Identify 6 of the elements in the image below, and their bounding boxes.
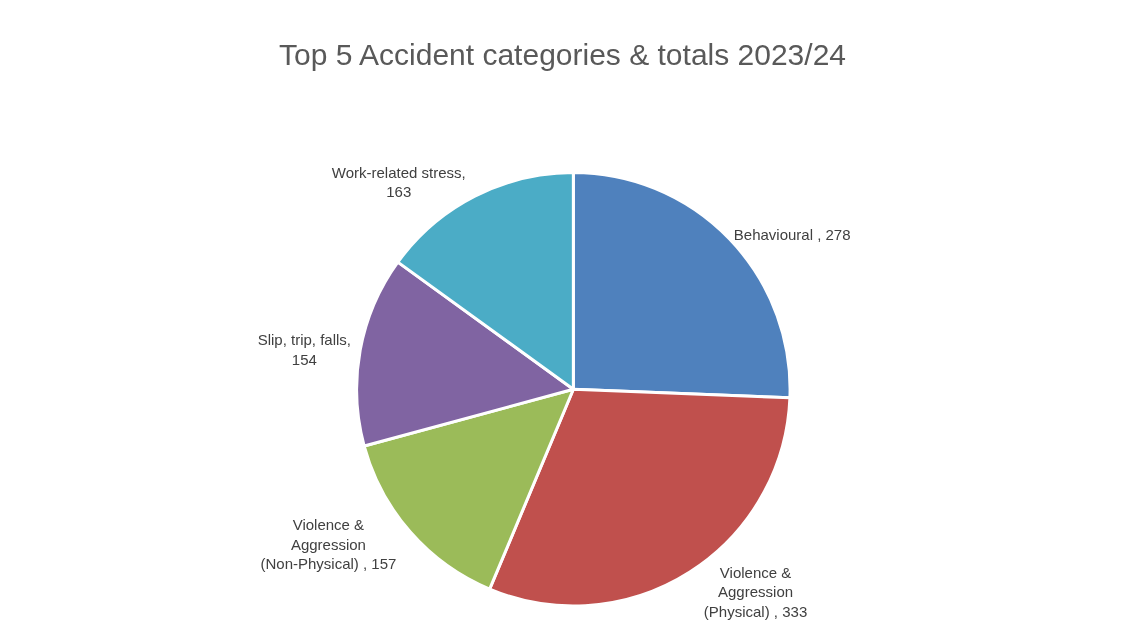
slice-label: Slip, trip, falls, 154 <box>257 331 352 368</box>
slice-label: Work-related stress, 163 <box>331 163 466 201</box>
chart-title: Top 5 Accident categories & totals 2023/24 <box>278 37 847 71</box>
slice-label: Violence & Aggression (Non-Physical) , 157 <box>260 516 397 573</box>
slice-label: Violence & Aggression (Physical) , 333 <box>703 563 808 620</box>
slice-label: Behavioural , 278 <box>733 226 851 244</box>
